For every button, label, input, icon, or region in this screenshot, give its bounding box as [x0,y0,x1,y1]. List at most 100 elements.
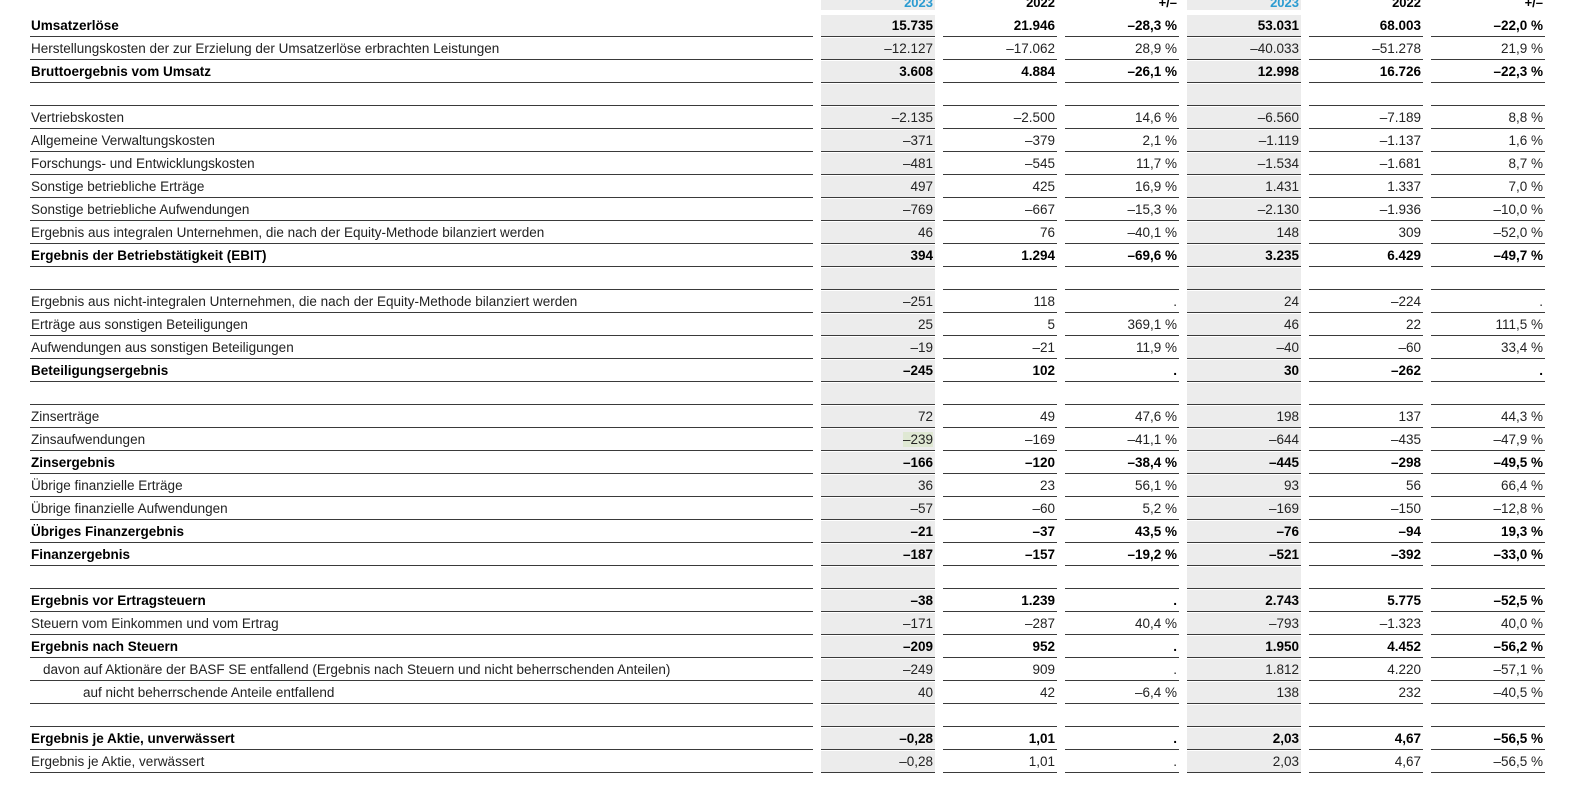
row-label-text: Übrige finanzielle Erträge [31,478,183,493]
value-cell: . [1431,360,1545,382]
value-text: 56 [1405,478,1421,493]
value-text: 118 [1033,294,1055,309]
value-cell: –47,9 % [1431,429,1545,451]
row-label: Ergebnis je Aktie, unverwässert€ [30,728,813,750]
value-text: –52,5 % [1493,593,1543,608]
value-text: 49 [1039,409,1055,424]
value-cell: 12.998 [1187,61,1301,83]
value-text: –38,4 % [1127,455,1177,470]
value-cell: –239 [821,429,935,451]
value-text: . [1539,294,1543,309]
value-cell: –1.534 [1187,153,1301,175]
row-label-text: Umsatzerlöse [31,18,119,33]
value-cell: 93 [1187,475,1301,497]
value-text: 47,6 % [1134,409,1177,424]
spacer-cell [1187,567,1301,589]
value-cell: –2.135 [821,107,935,129]
value-cell: –21 [821,521,935,543]
value-text: 1.950 [1265,639,1299,654]
value-cell: –0,28 [821,751,935,773]
value-text: 952 [1032,639,1055,654]
spacer-cell [1431,705,1545,727]
value-cell: . [1065,360,1179,382]
row-label-text: Ergebnis der Betriebstätigkeit (EBIT) [31,248,267,263]
value-cell: 47,6 % [1065,406,1179,428]
value-text: –169 [1268,501,1299,516]
value-cell: 4.220 [1309,659,1423,681]
value-text: 425 [1032,179,1055,194]
value-cell: 148 [1187,222,1301,244]
value-text: 111,5 % [1495,317,1543,332]
table-row: Beteiligungsergebnis –245 102. 30 –262. [0,360,1570,383]
value-cell: –644 [1187,429,1301,451]
value-cell: 66,4 % [1431,475,1545,497]
spacer-cell [1187,383,1301,405]
value-cell: –187 [821,544,935,566]
value-text: –60 [1032,501,1055,516]
value-text: –251 [902,294,933,309]
spacer-cell [943,383,1057,405]
value-text: –21 [910,524,933,539]
row-label: Ergebnis je Aktie, verwässert€ [30,751,813,773]
row-label: Übrige finanzielle Aufwendungen [30,498,813,520]
row-label-text: Übriges Finanzergebnis [31,524,185,539]
value-text: 4.220 [1387,662,1421,677]
value-cell: –157 [943,544,1057,566]
table-row: Herstellungskosten der zur Erzielung der… [0,38,1570,61]
value-text: 16,9 % [1134,179,1177,194]
value-text: –19,2 % [1127,547,1177,562]
column-header: 2023 [821,0,935,10]
row-label-text: Ergebnis aus nicht-integralen Unternehme… [31,294,578,309]
value-cell: 2,03 [1187,751,1301,773]
spacer-cell [1187,705,1301,727]
row-label: Forschungs- und Entwicklungskosten [30,153,813,175]
value-cell: –38 [821,590,935,612]
value-text: –224 [1390,294,1421,309]
value-text: 6.429 [1387,248,1421,263]
row-label: Sonstige betriebliche Erträge [30,176,813,198]
spacer-cell [821,383,935,405]
value-cell: –249 [821,659,935,681]
value-cell: –0,28 [821,728,935,750]
table-row: Ergebnis vor Ertragsteuern –38 1.239. 2.743… [0,590,1570,613]
value-cell: 102 [943,360,1057,382]
value-text: –21 [1032,340,1055,355]
value-text: –40,1 % [1127,225,1177,240]
row-label: Bruttoergebnis vom Umsatz [30,61,813,83]
value-text: –49,5 % [1493,455,1543,470]
value-text: –2.130 [1257,202,1299,217]
value-text: –287 [1024,616,1055,631]
value-text: 2,1 % [1142,133,1177,148]
value-cell: –1.137 [1309,130,1423,152]
spacer-cell [1065,383,1179,405]
value-cell: –521 [1187,544,1301,566]
value-cell: 5.775 [1309,590,1423,612]
value-cell: –60 [1309,337,1423,359]
value-cell: 4,67 [1309,728,1423,750]
value-cell: 118 [943,291,1057,313]
value-text: 1.431 [1265,179,1299,194]
row-label: Vertriebskosten [30,107,813,129]
table-row: Zinserträge 72 49 47,6 % 198 137 44,3 % [0,406,1570,429]
value-text: –56,5 % [1493,754,1543,769]
value-text: –40,5 % [1493,685,1543,700]
table-row: Finanzergebnis –187 –157 –19,2 % –521 –392 –33… [0,544,1570,567]
row-label: Allgemeine Verwaltungskosten [30,130,813,152]
value-text: –47,9 % [1493,432,1543,447]
value-text: –445 [1268,455,1299,470]
value-text: –49,7 % [1493,248,1543,263]
value-text: –33,0 % [1493,547,1543,562]
value-text: 93 [1283,478,1299,493]
value-cell: –2.130 [1187,199,1301,221]
value-cell: –12.127 [821,38,935,60]
table-row: Übrige finanzielle Erträge 36 23 56,1 % 93 56… [0,475,1570,498]
value-text: 43,5 % [1134,524,1177,539]
table-row: Ergebnis je Aktie, verwässert€ –0,28 1,01.… [0,751,1570,774]
table-row: Zinsaufwendungen –239 –169 –41,1 % –644 –435 –… [0,429,1570,452]
value-text: 28,9 % [1134,41,1177,56]
value-cell: –12,8 % [1431,498,1545,520]
value-text: . [1173,662,1177,677]
value-cell: 23 [943,475,1057,497]
row-label: Übriges Finanzergebnis [30,521,813,543]
value-text: –10,0 % [1493,202,1543,217]
